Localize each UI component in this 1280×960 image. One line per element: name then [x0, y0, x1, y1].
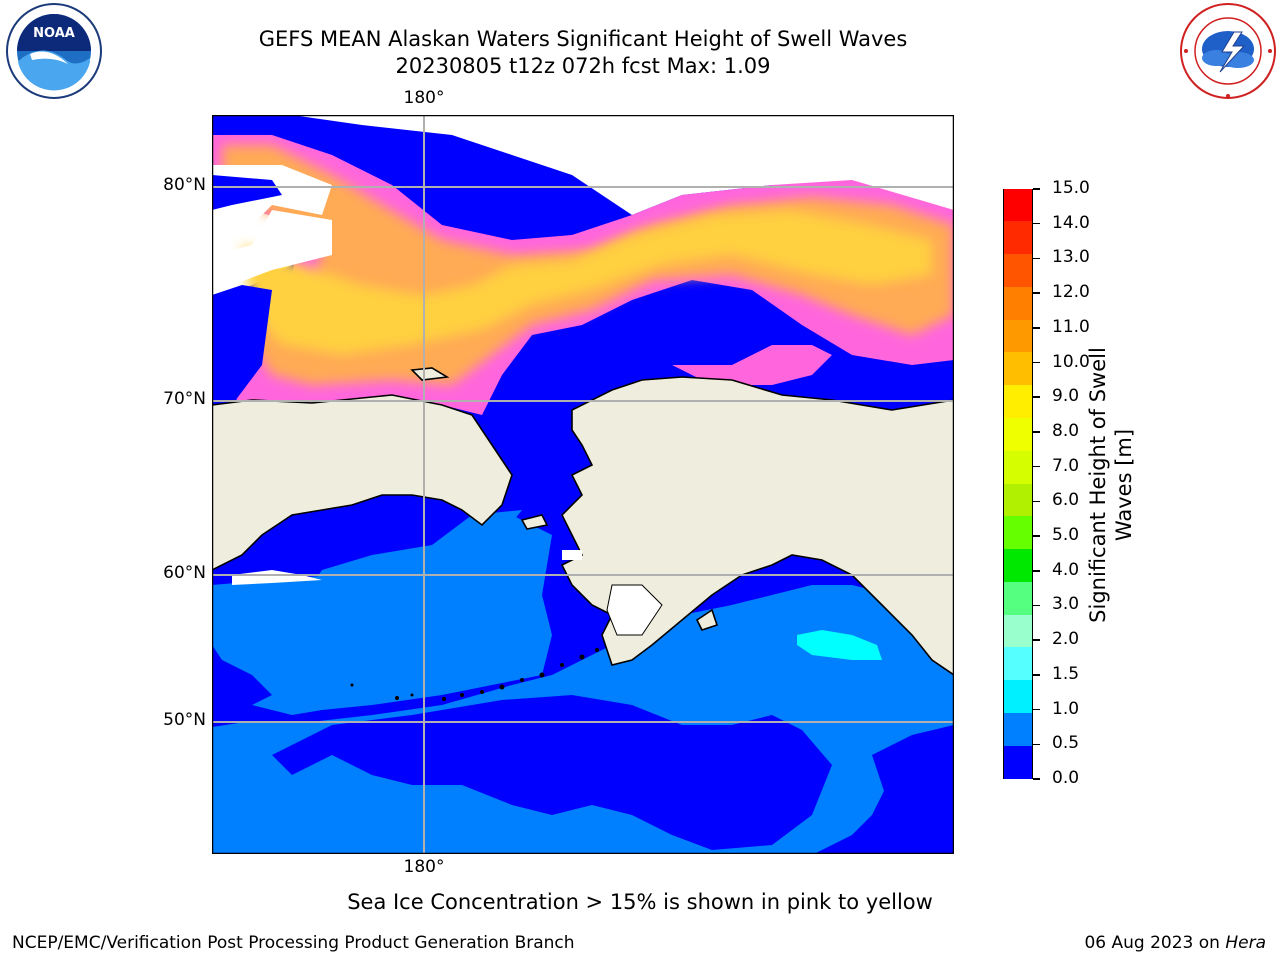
colorbar-tick-label: 11.0 [1052, 316, 1090, 337]
swell-1.0-1.5-area [797, 630, 882, 660]
colorbar-tick-label: 3.0 [1052, 594, 1080, 615]
colorbar-tick-label: 4.0 [1052, 559, 1080, 580]
lat-label-50n: 50°N [163, 710, 206, 730]
colorbar-tick-mark [1033, 570, 1040, 572]
colorbar-tick-label: 9.0 [1052, 386, 1080, 407]
colorbar-segment [1004, 286, 1032, 321]
colorbar-tick-mark [1033, 188, 1040, 190]
noaa-logo-text: NOAA [33, 26, 75, 41]
colorbar-segment [1004, 614, 1032, 648]
colorbar-segment [1004, 516, 1032, 550]
land-area [212, 367, 954, 676]
colorbar-tick-label: 2.0 [1052, 629, 1080, 650]
sea-ice-note: Sea Ice Concentration > 15% is shown in … [347, 890, 933, 914]
colorbar-tick-mark [1033, 292, 1040, 294]
colorbar-tick-label: 1.5 [1052, 663, 1080, 684]
map-title: GEFS MEAN Alaskan Waters Significant Hei… [258, 27, 908, 51]
colorbar-segment [1004, 221, 1032, 255]
footer-date-text: 06 Aug 2023 on [1084, 933, 1226, 953]
sea-ice-area [212, 135, 954, 415]
colorbar-tick-mark [1033, 639, 1040, 641]
colorbar-tick-label: 15.0 [1052, 178, 1090, 198]
colorbar-tick-mark [1033, 500, 1040, 503]
colorbar-segment [1004, 581, 1032, 616]
colorbar-title: Significant Height of Swell Waves [m] [1086, 347, 1136, 623]
colorbar-tick-mark [1033, 743, 1040, 746]
colorbar-segment [1004, 745, 1032, 779]
no-data-area [212, 115, 954, 215]
colorbar-tick-mark [1033, 604, 1040, 607]
nws-logo [1180, 3, 1276, 99]
footer-host: Hera [1225, 933, 1266, 953]
lon-label-top: 180° [403, 88, 445, 108]
colorbar-tick-label: 12.0 [1052, 282, 1090, 303]
colorbar-segment [1004, 254, 1032, 288]
colorbar-segment [1004, 417, 1032, 452]
colorbar-tick-label: 0.0 [1052, 768, 1080, 788]
colorbar-segment [1004, 319, 1032, 353]
colorbar-segment [1004, 385, 1032, 419]
colorbar-tick-label: 7.0 [1052, 455, 1080, 476]
graticule [212, 115, 954, 854]
colorbar-tick-label: 10.0 [1052, 351, 1090, 372]
colorbar-tick-label: 0.5 [1052, 733, 1080, 754]
noaa-logo: NOAA [6, 3, 102, 99]
colorbar-segment [1004, 712, 1032, 747]
lat-label-60n: 60°N [163, 563, 206, 583]
footer-credit: NCEP/EMC/Verification Post Processing Pr… [12, 933, 575, 953]
colorbar-segment [1004, 647, 1032, 681]
colorbar-segment [1004, 680, 1032, 714]
colorbar-tick-mark [1033, 222, 1040, 225]
colorbar [1003, 188, 1033, 779]
aleutian-islands [350, 648, 599, 701]
colorbar-tick-mark [1033, 396, 1040, 398]
colorbar-tick-mark [1033, 465, 1040, 468]
map-subtitle-forecast: 20230805 t12z 072h fcst Max: 1.09 [395, 54, 771, 78]
colorbar-tick-label: 6.0 [1052, 490, 1080, 511]
colorbar-segment [1004, 450, 1032, 484]
colorbar-tick-mark [1033, 327, 1040, 329]
colorbar-segment [1004, 188, 1032, 222]
colorbar-tick-mark [1033, 431, 1040, 433]
colorbar-tick-mark [1033, 535, 1040, 537]
lon-label-bottom: 180° [403, 857, 445, 877]
colorbar-tick-label: 5.0 [1052, 525, 1080, 546]
footer-date: 06 Aug 2023 on Hera [1084, 933, 1266, 953]
lat-label-80n: 80°N [163, 175, 206, 195]
colorbar-tick-mark [1033, 778, 1040, 780]
colorbar-segment [1004, 483, 1032, 517]
colorbar-tick-label: 8.0 [1052, 420, 1080, 441]
colorbar-tick-mark [1033, 674, 1040, 676]
map-frame [212, 115, 954, 854]
colorbar-tick-label: 1.0 [1052, 698, 1080, 719]
colorbar-segment [1004, 549, 1032, 583]
lat-label-70n: 70°N [163, 389, 206, 409]
colorbar-segment [1004, 352, 1032, 386]
colorbar-tick-label: 14.0 [1052, 212, 1090, 233]
colorbar-tick-mark [1033, 708, 1040, 711]
colorbar-tick-mark [1033, 257, 1040, 260]
colorbar-tick-mark [1033, 361, 1040, 364]
map-plot [212, 115, 954, 854]
colorbar-tick-label: 13.0 [1052, 247, 1090, 268]
